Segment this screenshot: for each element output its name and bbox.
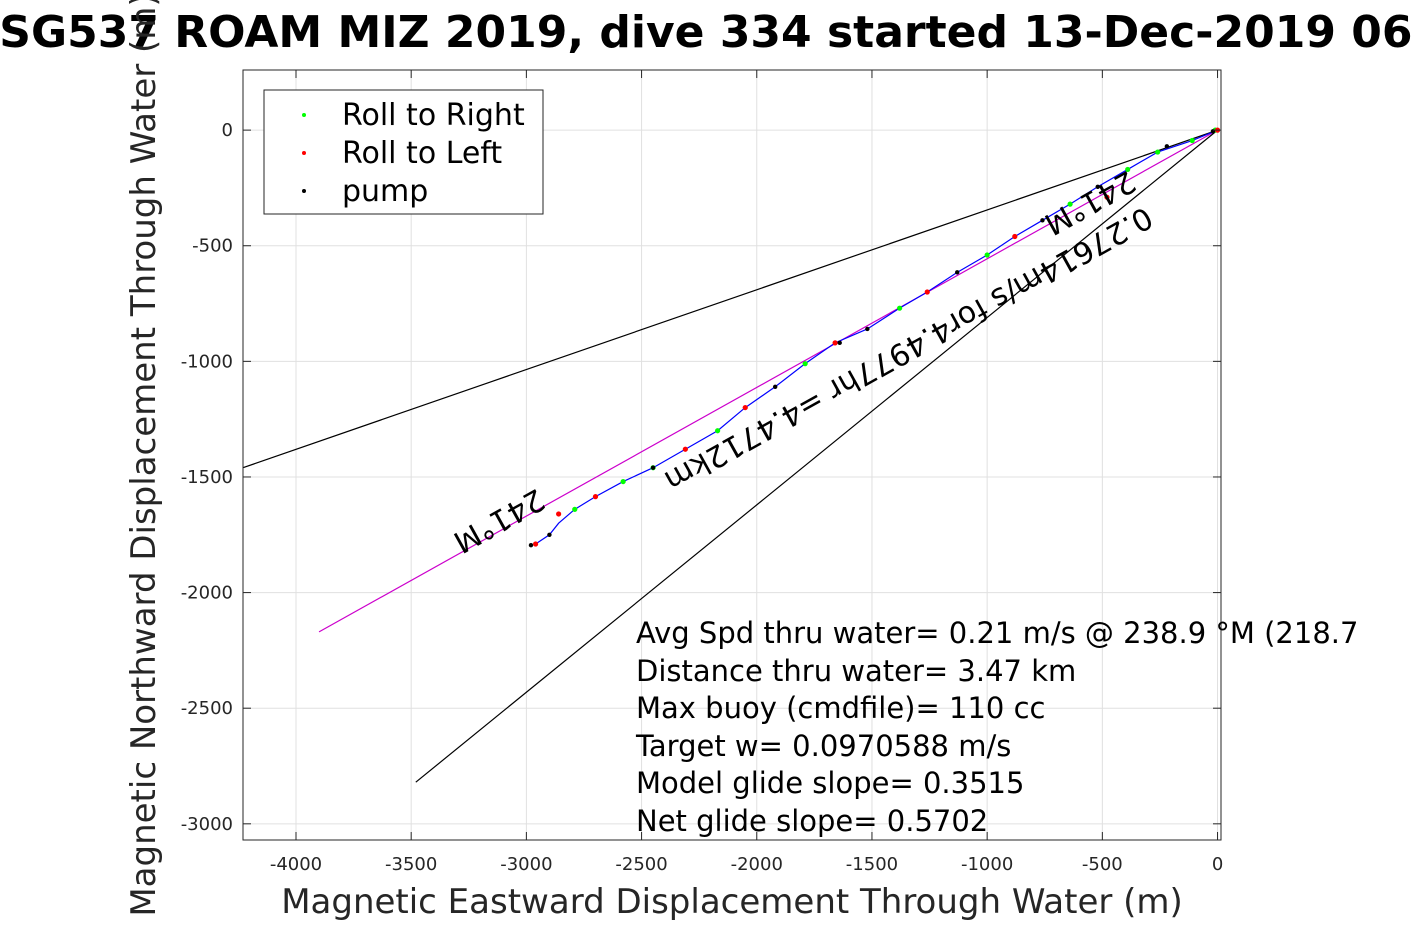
roll-left-point bbox=[556, 511, 562, 517]
roll-right-point bbox=[572, 506, 578, 512]
roll-left-point bbox=[682, 446, 688, 452]
legend-marker-pump bbox=[302, 189, 306, 193]
y-tick-label: -2000 bbox=[181, 583, 233, 604]
stat-target-w: Target w= 0.0970588 m/s bbox=[635, 729, 1011, 763]
roll-right-point bbox=[1189, 137, 1195, 144]
y-tick-label: -3000 bbox=[181, 814, 233, 835]
pump-point bbox=[650, 465, 656, 470]
roll-right-point bbox=[897, 305, 903, 311]
pump-point bbox=[528, 542, 534, 548]
stat-net-glide-slope: Net glide slope= 0.5702 bbox=[636, 804, 988, 838]
cone-right-line bbox=[415, 129, 1218, 783]
pump-point bbox=[955, 270, 960, 275]
roll-right-point bbox=[1125, 166, 1131, 173]
axis-ticks: -4000 -3500 -3000 -2500 -2000 -1500 -1000 -500 0… bbox=[181, 70, 1223, 875]
x-tick-label: -2000 bbox=[731, 854, 783, 875]
y-tick-label: -500 bbox=[192, 236, 233, 257]
pump-point bbox=[1164, 144, 1170, 149]
roll-right-point bbox=[1067, 201, 1073, 207]
legend-marker-roll-left bbox=[302, 151, 306, 155]
pump-point bbox=[1040, 218, 1045, 223]
roll-right-point bbox=[715, 428, 721, 434]
roll-left-point bbox=[592, 494, 599, 500]
plot-frame bbox=[242, 69, 1222, 841]
pump-point bbox=[1095, 184, 1100, 189]
dive-track bbox=[535, 129, 1218, 545]
roll-right-point bbox=[620, 478, 626, 485]
pump-point bbox=[837, 340, 842, 346]
chart-title: SG537 ROAM MIZ 2019, dive 334 started 13… bbox=[0, 7, 1417, 58]
y-tick-label: -1000 bbox=[181, 351, 233, 372]
x-tick-label: 0 bbox=[1212, 854, 1223, 875]
x-tick-label: -500 bbox=[1082, 854, 1123, 875]
x-tick-label: -4000 bbox=[270, 854, 322, 875]
pump-point bbox=[865, 326, 870, 332]
roll-left-point bbox=[1012, 233, 1018, 240]
roll-left-point bbox=[924, 289, 930, 295]
heading-line bbox=[318, 129, 1218, 633]
x-tick-label: -3000 bbox=[500, 854, 552, 875]
x-tick-label: -1500 bbox=[846, 854, 898, 875]
x-tick-label: -3500 bbox=[385, 854, 437, 875]
stat-avg-speed: Avg Spd thru water= 0.21 m/s @ 238.9 °M … bbox=[636, 616, 1358, 650]
legend-label-pump: pump bbox=[342, 174, 428, 209]
roll-left-point bbox=[742, 404, 748, 411]
track-line bbox=[535, 129, 1218, 545]
y-tick-label: -1500 bbox=[181, 467, 233, 488]
track-markers bbox=[528, 127, 1221, 548]
roll-left-point bbox=[1104, 194, 1110, 200]
roll-right-point bbox=[802, 361, 808, 367]
dive-stats: Avg Spd thru water= 0.21 m/s @ 238.9 °M … bbox=[635, 616, 1358, 838]
cone-left-line bbox=[242, 129, 1218, 469]
legend-label-roll-left: Roll to Left bbox=[342, 136, 502, 171]
x-tick-label: -1000 bbox=[961, 854, 1013, 875]
roll-right-point bbox=[984, 252, 990, 258]
roll-left-point bbox=[832, 340, 838, 346]
x-axis-label: Magnetic Eastward Displacement Through W… bbox=[281, 882, 1183, 922]
stat-max-buoy: Max buoy (cmdfile)= 110 cc bbox=[636, 691, 1045, 725]
y-axis-label: Magnetic Northward Displacement Through … bbox=[124, 0, 164, 917]
stat-distance: Distance thru water= 3.47 km bbox=[636, 654, 1076, 688]
legend-box bbox=[263, 89, 544, 215]
x-tick-label: -2500 bbox=[615, 854, 667, 875]
roll-right-point bbox=[1155, 149, 1161, 155]
legend-label-roll-right: Roll to Right bbox=[342, 98, 525, 133]
legend: Roll to Right Roll to Left pump bbox=[263, 89, 544, 215]
y-tick-label: 0 bbox=[222, 120, 233, 141]
y-tick-label: -2500 bbox=[181, 698, 233, 719]
heading-cone bbox=[242, 129, 1218, 783]
pump-point bbox=[547, 532, 552, 537]
roll-left-point bbox=[532, 541, 539, 547]
stat-model-glide-slope: Model glide slope= 0.3515 bbox=[636, 766, 1024, 800]
legend-marker-roll-right bbox=[302, 113, 306, 117]
pump-point bbox=[772, 384, 778, 389]
